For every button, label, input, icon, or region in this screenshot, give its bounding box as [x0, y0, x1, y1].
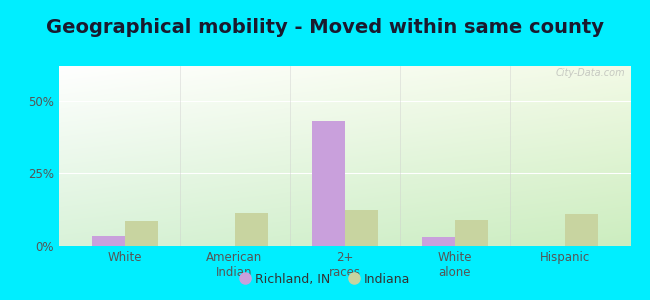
Bar: [235, 213, 268, 246]
Text: City-Data.com: City-Data.com: [555, 68, 625, 78]
Bar: [564, 214, 597, 246]
Bar: [125, 221, 157, 246]
Text: Geographical mobility - Moved within same county: Geographical mobility - Moved within sam…: [46, 18, 604, 37]
Bar: [421, 237, 454, 246]
Bar: [454, 220, 488, 246]
Bar: [92, 236, 125, 246]
Bar: [344, 210, 378, 246]
Bar: [311, 121, 344, 246]
Legend: Richland, IN, Indiana: Richland, IN, Indiana: [235, 268, 415, 291]
